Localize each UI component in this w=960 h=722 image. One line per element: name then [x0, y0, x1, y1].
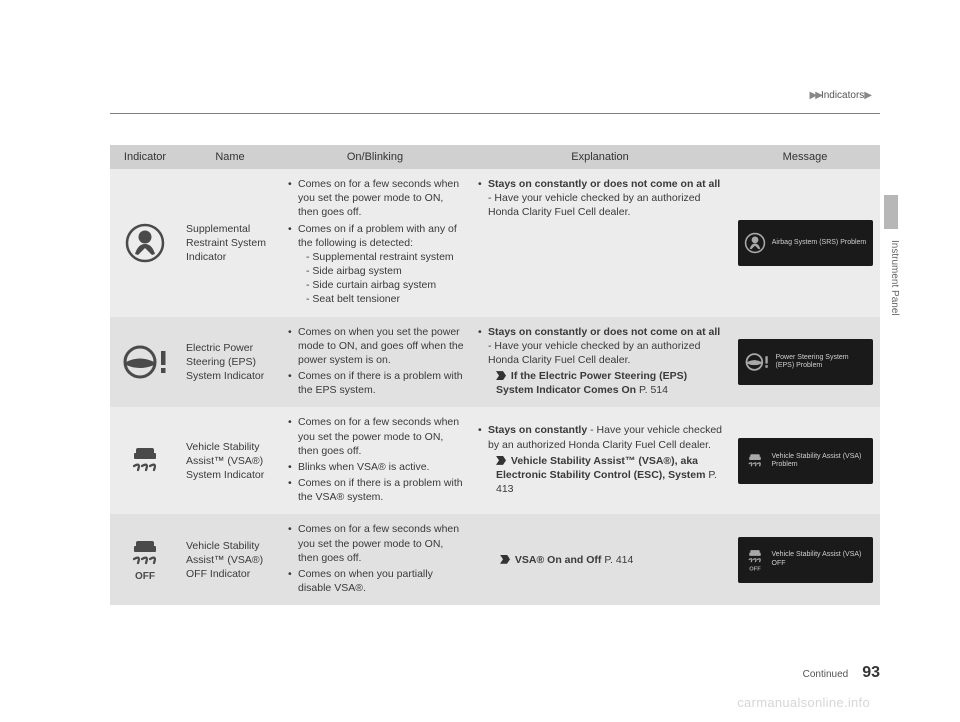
srs-airbag-icon	[124, 222, 166, 264]
table-row: Vehicle Stability Assist™ (VSA®) System …	[110, 407, 880, 514]
sub-bullet: Side curtain airbag system	[306, 278, 464, 292]
continued-label: Continued	[803, 669, 849, 680]
bullet: Comes on when you partially disable VSA®…	[288, 567, 464, 595]
explanation-cell: Stays on constantly or does not come on …	[470, 169, 730, 317]
message-display: Vehicle Stability Assist (VSA) Problem	[738, 438, 873, 484]
bullet: Blinks when VSA® is active.	[288, 460, 464, 474]
bullet: Stays on constantly - Have your vehicle …	[478, 423, 724, 496]
col-header-name: Name	[180, 145, 280, 169]
on-blinking-cell: Comes on for a few seconds when you set …	[280, 407, 470, 514]
vsa-skid-icon	[744, 450, 766, 472]
sub-bullet: Supplemental restraint system	[306, 250, 464, 264]
eps-steering-icon	[121, 341, 169, 383]
explanation-cell: VSA® On and Off P. 414	[470, 514, 730, 605]
svg-text:OFF: OFF	[749, 566, 761, 572]
page-content: Indicator Name On/Blinking Explanation M…	[110, 90, 880, 605]
reference-arrow-icon	[496, 371, 506, 380]
srs-airbag-icon	[744, 232, 766, 254]
bullet: Stays on constantly or does not come on …	[478, 177, 724, 220]
vsa-off-icon: OFF	[124, 537, 166, 583]
svg-text:OFF: OFF	[135, 571, 155, 582]
bullet: Comes on if there is a problem with the …	[288, 369, 464, 397]
eps-steering-icon	[744, 351, 770, 373]
explanation-cell: Stays on constantly or does not come on …	[470, 317, 730, 408]
bullet: Comes on if a problem with any of the fo…	[288, 222, 464, 307]
reference-arrow-icon	[496, 456, 506, 465]
on-blinking-cell: Comes on when you set the power mode to …	[280, 317, 470, 408]
table-row: OFF Vehicle Stability Assist™ (VSA®) OFF…	[110, 514, 880, 605]
reference-text: Vehicle Stability Assist™ (VSA®), aka El…	[496, 455, 705, 481]
col-header-message: Message	[730, 145, 880, 169]
vsa-off-icon: OFF	[744, 548, 766, 572]
message-cell: OFF Vehicle Stability Assist (VSA) OFF	[730, 514, 880, 605]
indicator-name: Supplemental Restraint System Indicator	[180, 169, 280, 317]
table-row: Electric Power Steering (EPS) System Ind…	[110, 317, 880, 408]
indicator-name: Vehicle Stability Assist™ (VSA®) System …	[180, 407, 280, 514]
col-header-indicator: Indicator	[110, 145, 180, 169]
message-display: OFF Vehicle Stability Assist (VSA) OFF	[738, 537, 873, 583]
message-display: Airbag System (SRS) Problem	[738, 220, 873, 266]
message-text: Vehicle Stability Assist (VSA) Problem	[772, 453, 867, 470]
col-header-explanation: Explanation	[470, 145, 730, 169]
side-section-label: Instrument Panel	[889, 240, 900, 316]
message-text: Vehicle Stability Assist (VSA) OFF	[772, 551, 867, 568]
indicator-name: Electric Power Steering (EPS) System Ind…	[180, 317, 280, 408]
message-cell: Vehicle Stability Assist (VSA) Problem	[730, 407, 880, 514]
bullet: Stays on constantly or does not come on …	[478, 325, 724, 398]
explanation-cell: Stays on constantly - Have your vehicle …	[470, 407, 730, 514]
message-cell: Airbag System (SRS) Problem	[730, 169, 880, 317]
message-cell: Power Steering System (EPS) Problem	[730, 317, 880, 408]
col-header-onblinking: On/Blinking	[280, 145, 470, 169]
page-footer: Continued 93	[110, 664, 880, 682]
bullet: Comes on for a few seconds when you set …	[288, 177, 464, 220]
watermark: carmanualsonline.info	[737, 695, 870, 710]
message-display: Power Steering System (EPS) Problem	[738, 339, 873, 385]
section-tab	[884, 195, 898, 229]
message-text: Power Steering System (EPS) Problem	[776, 354, 867, 371]
message-text: Airbag System (SRS) Problem	[772, 239, 867, 247]
bullet: Comes on for a few seconds when you set …	[288, 522, 464, 565]
vsa-skid-icon	[124, 440, 166, 482]
on-blinking-cell: Comes on for a few seconds when you set …	[280, 169, 470, 317]
page-number: 93	[862, 664, 880, 682]
reference-arrow-icon	[500, 555, 510, 564]
bullet: Comes on if there is a problem with the …	[288, 476, 464, 504]
sub-bullet: Side airbag system	[306, 264, 464, 278]
table-row: Supplemental Restraint System Indicator …	[110, 169, 880, 317]
indicators-table: Indicator Name On/Blinking Explanation M…	[110, 145, 880, 605]
reference-page: P. 514	[639, 384, 668, 396]
on-blinking-cell: Comes on for a few seconds when you set …	[280, 514, 470, 605]
table-header-row: Indicator Name On/Blinking Explanation M…	[110, 145, 880, 169]
sub-bullet: Seat belt tensioner	[306, 292, 464, 306]
indicator-name: Vehicle Stability Assist™ (VSA®) OFF Ind…	[180, 514, 280, 605]
reference-text: VSA® On and Off	[515, 554, 602, 566]
bullet: Comes on for a few seconds when you set …	[288, 415, 464, 458]
reference-page: P. 414	[604, 554, 633, 566]
bullet: Comes on when you set the power mode to …	[288, 325, 464, 368]
